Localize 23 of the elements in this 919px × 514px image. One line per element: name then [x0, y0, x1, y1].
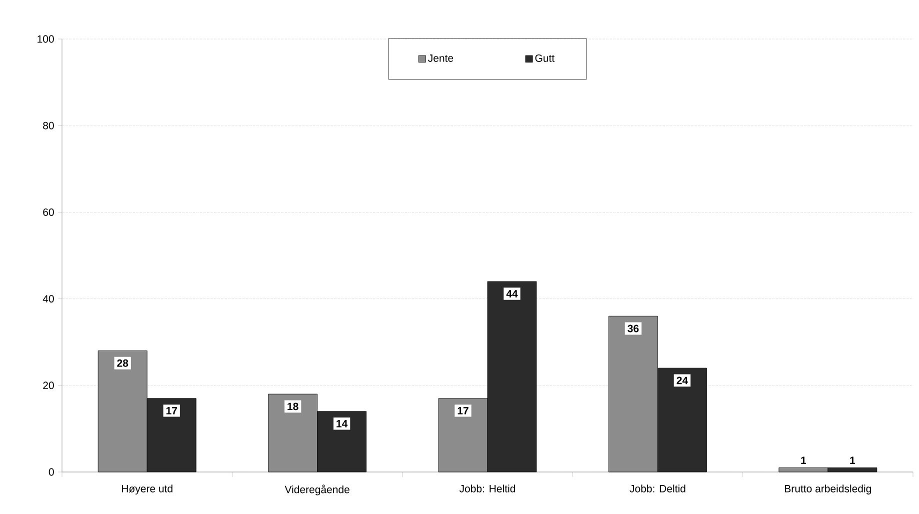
legend-label: Gutt	[535, 54, 555, 62]
data-label: 17	[458, 407, 468, 414]
data-label: 24	[676, 376, 688, 384]
data-label: 44	[506, 290, 518, 298]
legend-label: Jente	[428, 54, 454, 62]
x-tick-label: Jobb: Heltid	[459, 484, 516, 492]
data-label: 28	[117, 359, 128, 367]
data-label: 1	[850, 456, 856, 464]
data-label: 14	[336, 420, 348, 428]
data-label: 36	[628, 324, 639, 332]
y-tick-label: 80	[43, 122, 54, 130]
y-tick-label: 40	[42, 295, 54, 303]
y-tick-label: 0	[48, 468, 54, 476]
x-tick-label: Videregående	[284, 484, 350, 496]
x-tick-label: Brutto arbeidsledig	[784, 484, 871, 494]
y-tick-label: 60	[43, 208, 54, 216]
data-label: 17	[166, 407, 177, 414]
x-tick-label: Jobb: Deltid	[630, 484, 686, 492]
y-tick-label: 100	[38, 35, 54, 43]
y-tick-label: 20	[43, 382, 54, 390]
data-label: 1	[801, 456, 806, 464]
x-tick-label: Høyere utd	[122, 484, 172, 494]
data-label: 18	[288, 402, 298, 410]
